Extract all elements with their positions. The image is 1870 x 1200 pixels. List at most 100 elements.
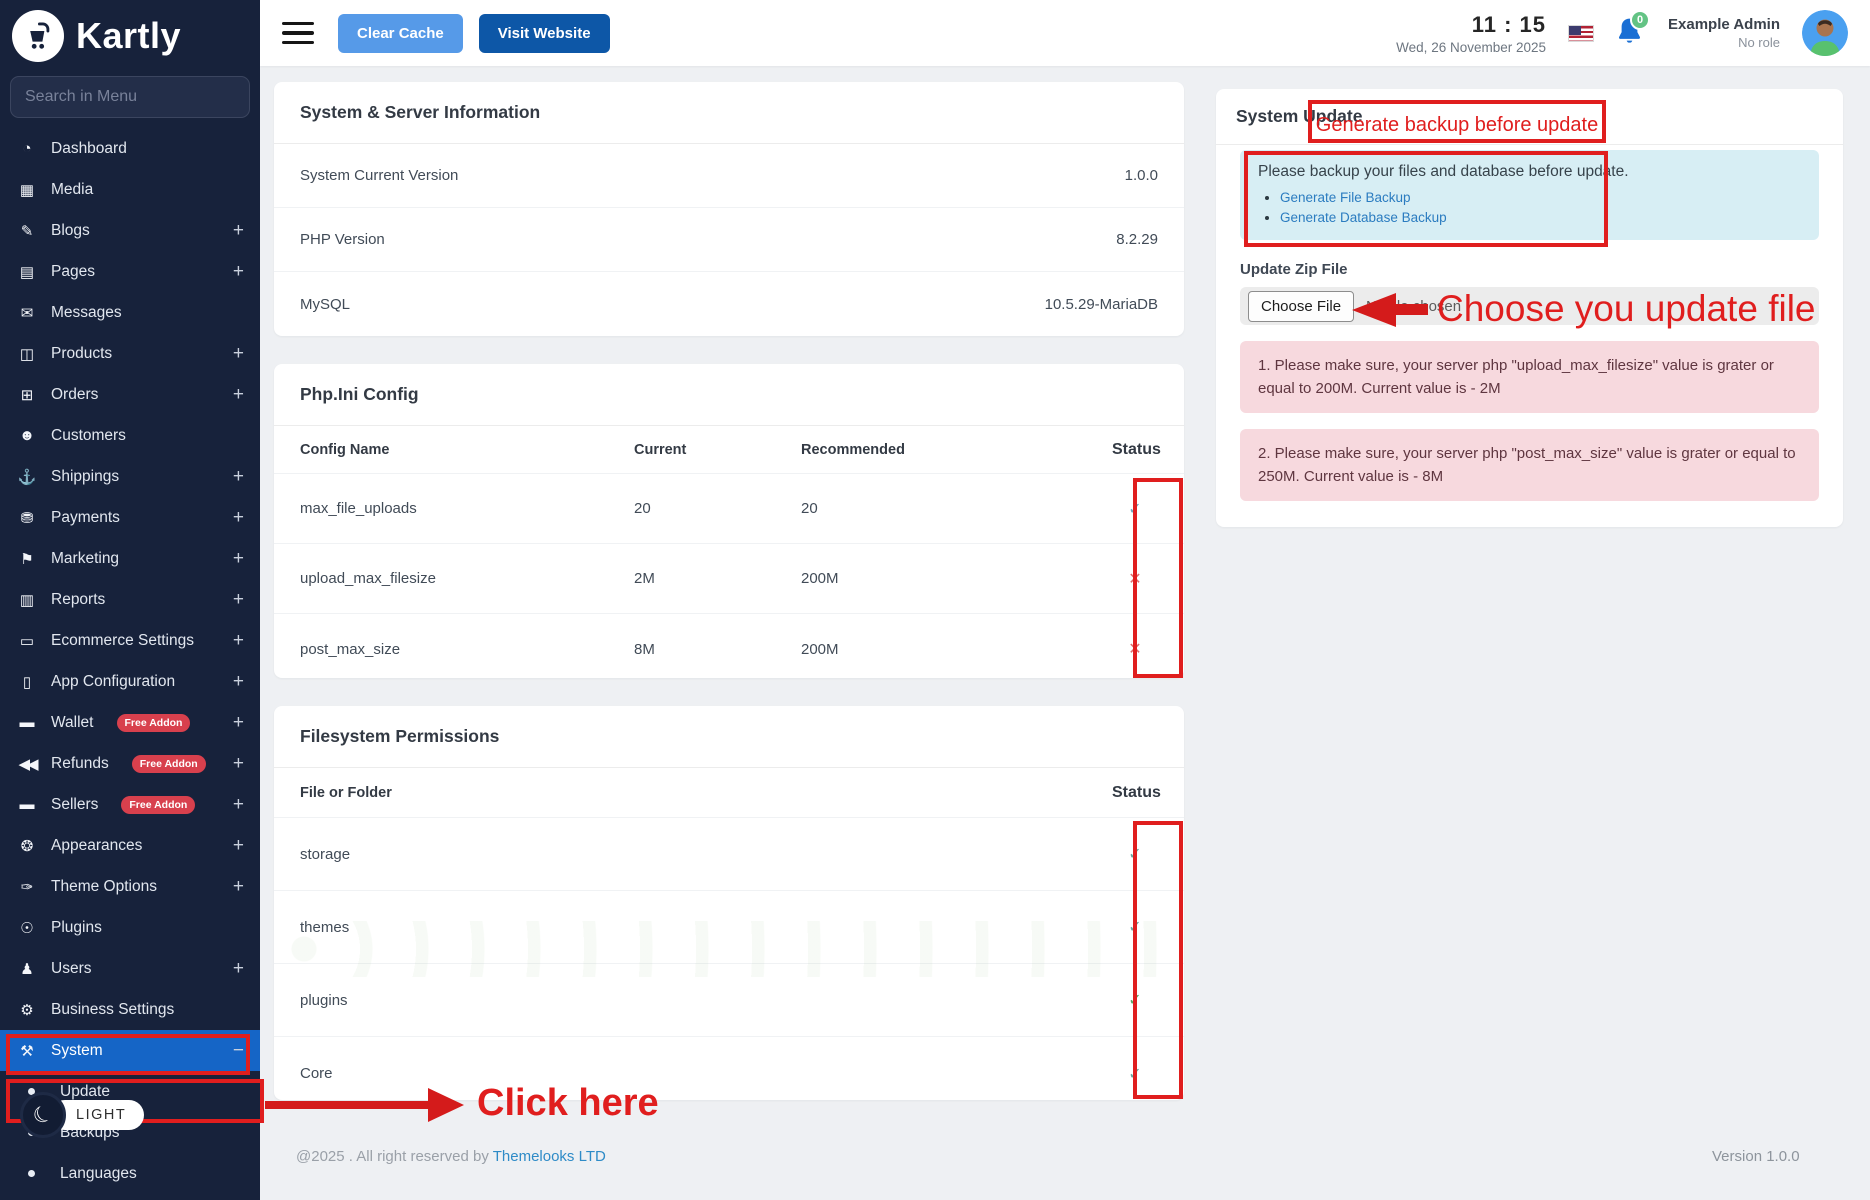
expand-plus-icon[interactable]: +: [232, 342, 244, 364]
expand-plus-icon[interactable]: +: [232, 875, 244, 897]
sidebar-subitem-update[interactable]: Update: [0, 1071, 260, 1112]
expand-plus-icon[interactable]: +: [232, 670, 244, 692]
clear-cache-button[interactable]: Clear Cache: [338, 13, 463, 53]
sidebar-item-users[interactable]: ♟ Users +: [0, 948, 260, 989]
bullet-icon: [28, 1170, 35, 1177]
table-row: plugins ✓: [274, 964, 1184, 1037]
phpini-config-card: Php.Ini Config Config Name Current Recom…: [274, 364, 1184, 678]
sidebar-item-plugins[interactable]: ☉ Plugins: [0, 907, 260, 948]
cart-icon: ⊞: [20, 386, 34, 404]
table-row: themes ✓: [274, 891, 1184, 964]
page-icon: ▤: [19, 263, 35, 281]
collapse-minus-icon[interactable]: −: [232, 1039, 244, 1061]
card-title: Filesystem Permissions: [274, 706, 1184, 768]
table-row: upload_max_filesize 2M 200M ✕: [274, 544, 1184, 614]
customers-icon: ☻: [19, 427, 35, 444]
expand-plus-icon[interactable]: +: [232, 588, 244, 610]
backup-notice-text: Please backup your files and database be…: [1258, 163, 1629, 180]
sidebar-item-products[interactable]: ◫ Products +: [0, 333, 260, 374]
expand-plus-icon[interactable]: +: [232, 629, 244, 651]
card-title: System & Server Information: [274, 82, 1184, 144]
sidebar-item-appearances[interactable]: ❂ Appearances +: [0, 825, 260, 866]
wallet-icon: ▬: [19, 714, 35, 731]
file-input[interactable]: Choose File No file chosen: [1240, 287, 1819, 325]
blog-icon: ✎: [20, 222, 34, 240]
expand-plus-icon[interactable]: +: [232, 793, 244, 815]
expand-plus-icon[interactable]: +: [232, 260, 244, 282]
notifications-bell[interactable]: 0: [1616, 10, 1651, 50]
sidebar-item-reports[interactable]: ▥ Reports +: [0, 579, 260, 620]
table-row: post_max_size 8M 200M ✕: [300, 640, 1142, 659]
expand-plus-icon[interactable]: +: [232, 219, 244, 241]
table-header: Config Name Current Recommended Status: [274, 426, 1184, 474]
rewind-icon: ◀◀: [18, 755, 38, 773]
sidebar-item-pages[interactable]: ▤ Pages +: [0, 251, 260, 292]
status-check-icon: ✓: [1128, 992, 1142, 1009]
expand-plus-icon[interactable]: +: [232, 465, 244, 487]
expand-plus-icon[interactable]: +: [232, 711, 244, 733]
money-icon: ⛃: [20, 509, 34, 527]
sidebar-item-blogs[interactable]: ✎ Blogs +: [0, 210, 260, 251]
hamburger-menu-icon[interactable]: [282, 21, 314, 45]
gauge-icon: ◔: [22, 140, 32, 157]
footer-copyright: @2025 . All right reserved by Themelooks…: [296, 1148, 606, 1165]
expand-plus-icon[interactable]: +: [232, 547, 244, 569]
window-icon: ▭: [19, 632, 35, 650]
expand-plus-icon[interactable]: +: [232, 957, 244, 979]
sidebar-item-theme-options[interactable]: ✑ Theme Options +: [0, 866, 260, 907]
sidebar-item-dashboard[interactable]: ◔ Dashboard: [0, 128, 260, 169]
update-zip-file-label: Update Zip File: [1240, 261, 1348, 278]
expand-plus-icon[interactable]: +: [232, 506, 244, 528]
sidebar-item-shippings[interactable]: ⚓ Shippings +: [17, 465, 244, 487]
sidebar-item-business-settings[interactable]: ⚙ Business Settings: [0, 989, 260, 1030]
bullet-icon: [28, 1088, 35, 1095]
expand-plus-icon[interactable]: +: [232, 834, 244, 856]
system-server-info-card: System & Server Information System Curre…: [274, 82, 1184, 336]
users-icon: ♟: [20, 960, 34, 978]
search-input[interactable]: [10, 76, 250, 118]
themelooks-link[interactable]: Themelooks LTD: [492, 1148, 606, 1165]
sidebar-subitem-languages[interactable]: Languages: [0, 1153, 260, 1194]
table-row: storage ✓: [274, 818, 1184, 891]
info-value: 1.0.0: [1124, 167, 1158, 184]
report-icon: ▥: [19, 591, 35, 609]
wrench-icon: ⚒: [20, 1042, 34, 1060]
sidebar-item-messages[interactable]: ✉ Messages: [0, 292, 260, 333]
sidebar-item-customers[interactable]: ☻ Customers: [0, 415, 260, 456]
visit-website-button[interactable]: Visit Website: [478, 13, 610, 53]
envelope-icon: ✉: [20, 304, 34, 322]
sidebar-item-ecommerce-settings[interactable]: ▭ Ecommerce Settings +: [0, 620, 260, 661]
sidebar-item-media[interactable]: ▦ Media: [0, 169, 260, 210]
user-role: No role: [1738, 35, 1780, 50]
sidebar-item-refunds[interactable]: ◀◀ Refunds Free Addon +: [0, 743, 260, 784]
sidebar-item-orders[interactable]: ⊞ Orders +: [0, 374, 260, 415]
brand-name: Kartly: [76, 15, 182, 56]
expand-plus-icon[interactable]: +: [232, 383, 244, 405]
moon-icon[interactable]: ☾: [20, 1092, 66, 1138]
info-value: 8.2.29: [1116, 231, 1158, 248]
brand-logo[interactable]: Kartly: [0, 0, 260, 68]
megaphone-icon: ⚑: [20, 550, 34, 568]
language-flag-icon[interactable]: [1568, 24, 1595, 42]
ship-icon: ⚓: [17, 468, 37, 486]
avatar[interactable]: [1802, 10, 1848, 56]
appearance-icon: ❂: [20, 837, 34, 855]
sidebar-item-sellers[interactable]: ▬ Sellers Free Addon +: [0, 784, 260, 825]
choose-file-button[interactable]: Choose File: [1248, 290, 1355, 322]
info-row: PHP Version 8.2.29: [274, 208, 1184, 272]
notification-count-badge: 0: [1630, 10, 1651, 30]
expand-plus-icon[interactable]: +: [232, 752, 244, 774]
sidebar-item-app-configuration[interactable]: ▯ App Configuration +: [0, 661, 260, 702]
info-row: System Current Version 1.0.0: [274, 144, 1184, 208]
sidebar-item-wallet[interactable]: ▬ Wallet Free Addon +: [0, 702, 260, 743]
sidebar-item-system[interactable]: ⚒ System −: [0, 1030, 260, 1071]
theme-toggle[interactable]: ☾ LIGHT: [20, 1092, 145, 1138]
table-row: Core ✓: [300, 1065, 1142, 1083]
sidebar-item-payments[interactable]: ⛃ Payments +: [0, 497, 260, 538]
user-info[interactable]: Example Admin No role: [1668, 16, 1780, 50]
warning-post-max-size: 2. Please make sure, your server php "po…: [1240, 429, 1819, 501]
clock: 11 : 15 Wed, 26 November 2025: [1396, 12, 1546, 55]
generate-database-backup-link[interactable]: Generate Database Backup: [1280, 210, 1447, 225]
generate-file-backup-link[interactable]: Generate File Backup: [1280, 190, 1411, 205]
sidebar-item-marketing[interactable]: ⚑ Marketing +: [0, 538, 260, 579]
